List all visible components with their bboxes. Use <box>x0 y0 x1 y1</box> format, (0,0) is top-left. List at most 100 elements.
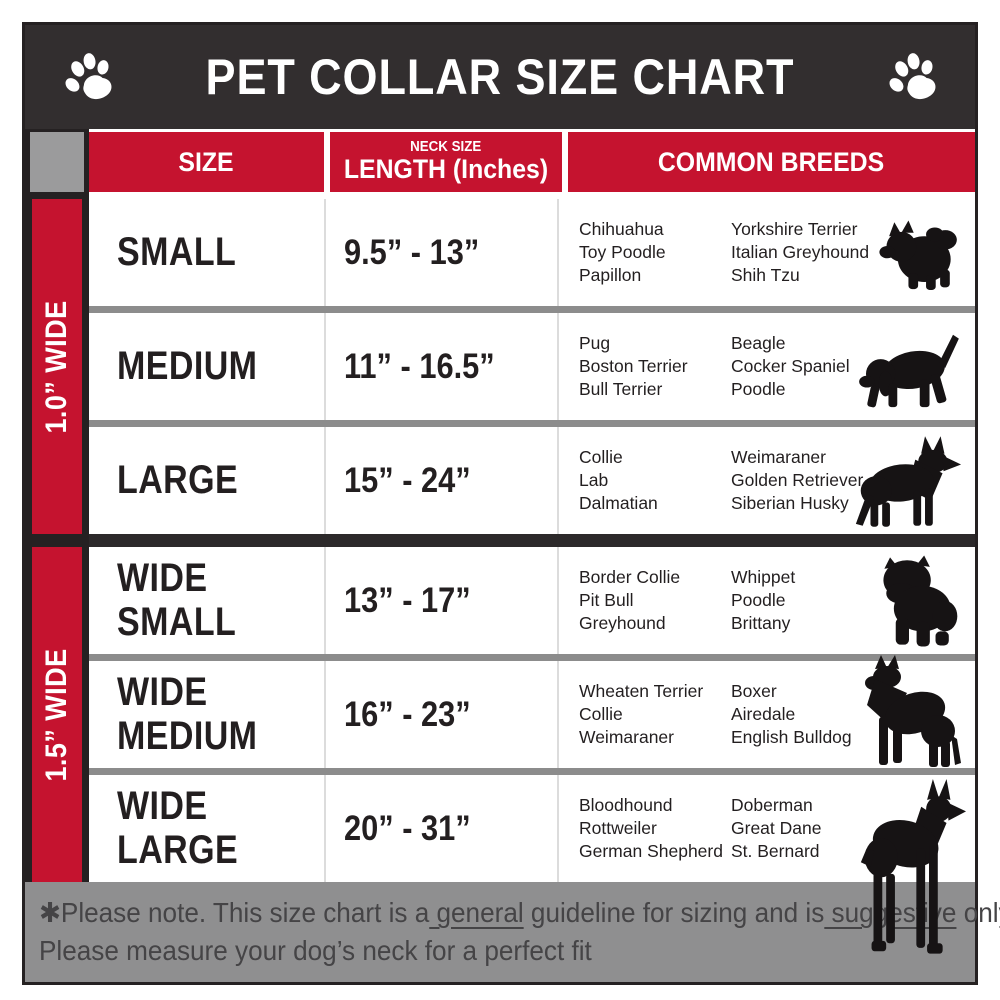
note-text: only. <box>963 897 1000 929</box>
breed-item: English Bulldog <box>731 726 852 747</box>
title-bar: PET COLLAR SIZE CHART <box>25 25 975 129</box>
row-separator <box>89 768 975 775</box>
breed-item: Greyhound <box>579 612 666 633</box>
breed-item: Cocker Spaniel <box>731 356 850 377</box>
page-title: PET COLLAR SIZE CHART <box>205 49 795 105</box>
row-separator <box>89 654 975 661</box>
breed-item: Collie <box>579 447 623 468</box>
breed-list: Beagle Cocker Spaniel Poodle <box>731 332 901 400</box>
breed-item: Golden Retriever <box>731 470 864 491</box>
breed-item: Lab <box>579 470 609 491</box>
breed-list: Boxer Airedale English Bulldog <box>731 680 901 748</box>
shepherd-dog-silhouette-icon <box>851 432 963 530</box>
neck-length-value: 13” - 17” <box>344 580 471 620</box>
table-row-medium: MEDIUM 11” - 16.5” Pug Boston Terrier Bu… <box>89 313 975 420</box>
bulldog-dog-silhouette-icon <box>873 553 963 648</box>
note-line-1: ✱Please note. This size chart is a gener… <box>39 894 1000 932</box>
row-separator <box>89 420 975 427</box>
breed-list: Doberman Great Dane St. Bernard <box>731 794 901 862</box>
footer-note: ✱Please note. This size chart is a gener… <box>25 882 1000 982</box>
breed-list: Chihuahua Toy Poodle Papillon <box>579 218 731 286</box>
note-underlined-word: general <box>429 897 524 929</box>
breed-list: Border Collie Pit Bull Greyhound <box>579 566 731 634</box>
breed-list: Whippet Poodle Brittany <box>731 566 901 634</box>
breed-item: Poodle <box>731 590 786 611</box>
note-text: guideline for sizing and is <box>523 897 825 929</box>
size-value: WIDE MEDIUM <box>117 670 258 758</box>
neck-length-value: 9.5” - 13” <box>344 232 480 272</box>
neck-size-caption: NECK SIZE <box>410 139 482 156</box>
breed-item: Doberman <box>731 795 813 816</box>
breed-item: St. Bernard <box>731 840 820 861</box>
breed-item: Whippet <box>731 567 796 588</box>
pomeranian-dog-silhouette-icon <box>875 213 963 293</box>
breed-item: Poodle <box>731 378 786 399</box>
breed-item: Wheaten Terrier <box>579 681 704 702</box>
breed-item: Border Collie <box>579 567 681 588</box>
size-value: MEDIUM <box>117 343 258 388</box>
breed-item: Weimaraner <box>579 726 674 747</box>
breed-item: Boston Terrier <box>579 356 688 377</box>
breed-item: Pit Bull <box>579 590 634 611</box>
breed-list: Yorkshire Terrier Italian Greyhound Shih… <box>731 218 901 286</box>
breed-item: German Shepherd <box>579 840 723 861</box>
pitbull-dog-silhouette-icon <box>863 655 963 770</box>
breed-item: Collie <box>579 704 623 725</box>
row-separator <box>89 306 975 313</box>
table-row-large: LARGE 15” - 24” Collie Lab Dalmatian Wei… <box>89 427 975 534</box>
breed-item: Pug <box>579 333 611 354</box>
breed-item: Boxer <box>731 681 777 702</box>
neck-length-value: 16” - 23” <box>344 694 471 734</box>
breed-item: Italian Greyhound <box>731 242 870 263</box>
collar-width-label: 1.5” WIDE <box>40 647 73 782</box>
table-row-wide-small: WIDE SMALL 13” - 17” Border Collie Pit B… <box>89 547 975 654</box>
table-row-wide-medium: WIDE MEDIUM 16” - 23” Wheaten Terrier Co… <box>89 655 975 768</box>
breed-item: Toy Poodle <box>579 242 666 263</box>
doberman-dog-silhouette-icon <box>855 779 967 964</box>
breed-item: Siberian Husky <box>731 492 849 513</box>
breed-list: Pug Boston Terrier Bull Terrier <box>579 332 731 400</box>
table-row-small: SMALL 9.5” - 13” Chihuahua Toy Poodle Pa… <box>89 199 975 306</box>
size-value: SMALL <box>117 229 237 274</box>
collar-width-band-1: 1.0” WIDE <box>32 199 82 534</box>
breed-item: Bull Terrier <box>579 378 663 399</box>
neck-length-value: 11” - 16.5” <box>344 346 495 386</box>
breed-item: Brittany <box>731 612 791 633</box>
size-value: WIDE LARGE <box>117 784 239 872</box>
breed-item: Dalmatian <box>579 492 658 513</box>
breed-list: Collie Lab Dalmatian <box>579 446 731 514</box>
header-cell-length: NECK SIZE LENGTH (Inches) <box>330 132 562 192</box>
breed-item: Airedale <box>731 704 796 725</box>
breed-item: Yorkshire Terrier <box>731 219 858 240</box>
paw-print-icon <box>59 48 117 106</box>
breed-item: Beagle <box>731 333 786 354</box>
collar-width-rail: 1.0” WIDE 1.5” WIDE <box>25 129 89 882</box>
table-row-wide-large: WIDE LARGE 20” - 31” Bloodhound Rottweil… <box>89 775 975 954</box>
breed-item: Rottweiler <box>579 818 657 839</box>
table-body: 1.0” WIDE 1.5” WIDE SIZE NECK SIZE LENGT… <box>25 129 975 954</box>
breed-item: Papillon <box>579 264 642 285</box>
neck-length-value: 20” - 31” <box>344 808 471 848</box>
beagle-dog-silhouette-icon <box>855 323 963 411</box>
corner-gray-block <box>30 132 84 192</box>
breed-item: Shih Tzu <box>731 264 800 285</box>
table-header-row: SIZE NECK SIZE LENGTH (Inches) COMMON BR… <box>89 132 975 192</box>
breed-list: Weimaraner Golden Retriever Siberian Hus… <box>731 446 901 514</box>
breed-item: Chihuahua <box>579 219 664 240</box>
collar-width-band-2: 1.5” WIDE <box>32 547 82 882</box>
breeds-column-header: COMMON BREEDS <box>658 146 885 177</box>
note-text: ✱Please note. This size chart is a <box>39 897 430 929</box>
size-column-header: SIZE <box>178 146 235 177</box>
paw-print-icon <box>883 48 941 106</box>
breed-item: Great Dane <box>731 818 822 839</box>
length-column-header: LENGTH (Inches) <box>343 154 549 185</box>
pet-collar-size-chart: PET COLLAR SIZE CHART 1.0” WIDE 1.5” WID… <box>22 22 1000 985</box>
header-cell-breeds: COMMON BREEDS <box>568 132 975 192</box>
breed-item: Bloodhound <box>579 795 673 816</box>
note-line-2: Please measure your dog’s neck for a per… <box>39 935 592 966</box>
size-value: LARGE <box>117 457 239 502</box>
breed-list: Bloodhound Rottweiler German Shepherd <box>579 794 731 862</box>
collar-width-label: 1.0” WIDE <box>40 299 73 434</box>
size-value: WIDE SMALL <box>117 556 237 644</box>
neck-length-value: 15” - 24” <box>344 460 471 500</box>
